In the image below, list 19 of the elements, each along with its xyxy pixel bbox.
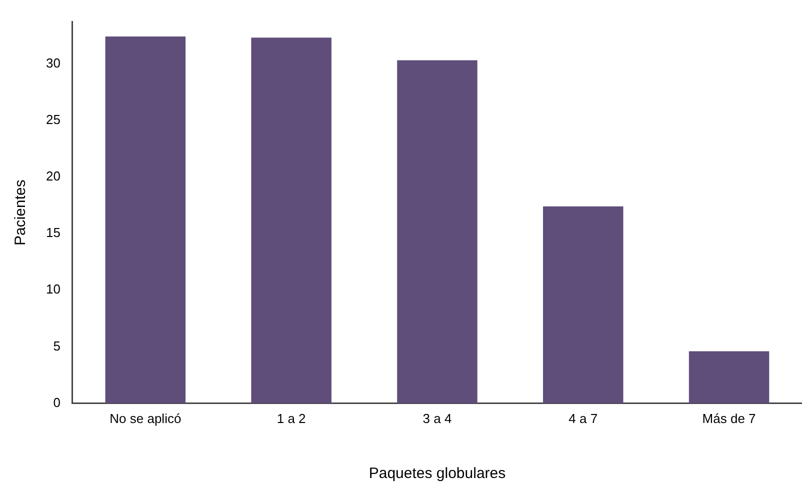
x-tick-label: 1 a 2	[276, 410, 306, 426]
bar	[688, 351, 770, 404]
x-axis-title: Paquetes globulares	[368, 465, 506, 482]
bar	[105, 36, 186, 404]
bar	[251, 38, 332, 404]
bar	[543, 206, 624, 404]
x-tick-label: 3 a 4	[422, 410, 452, 426]
y-tick-label: 0	[53, 394, 60, 410]
y-tick-label: 5	[53, 338, 60, 354]
x-tick-label: No se aplicó	[110, 410, 182, 426]
y-tick-label: 15	[46, 225, 60, 240]
x-tick-label: Más de 7	[702, 410, 756, 426]
y-axis-title: Pacientes	[12, 180, 30, 246]
y-tick-label: 20	[46, 168, 60, 184]
y-tick-label: 25	[46, 112, 60, 127]
x-tick-label: 4 a 7	[568, 410, 598, 426]
bar	[397, 60, 478, 404]
y-tick-label: 30	[46, 55, 60, 70]
y-tick-label: 10	[46, 282, 60, 297]
